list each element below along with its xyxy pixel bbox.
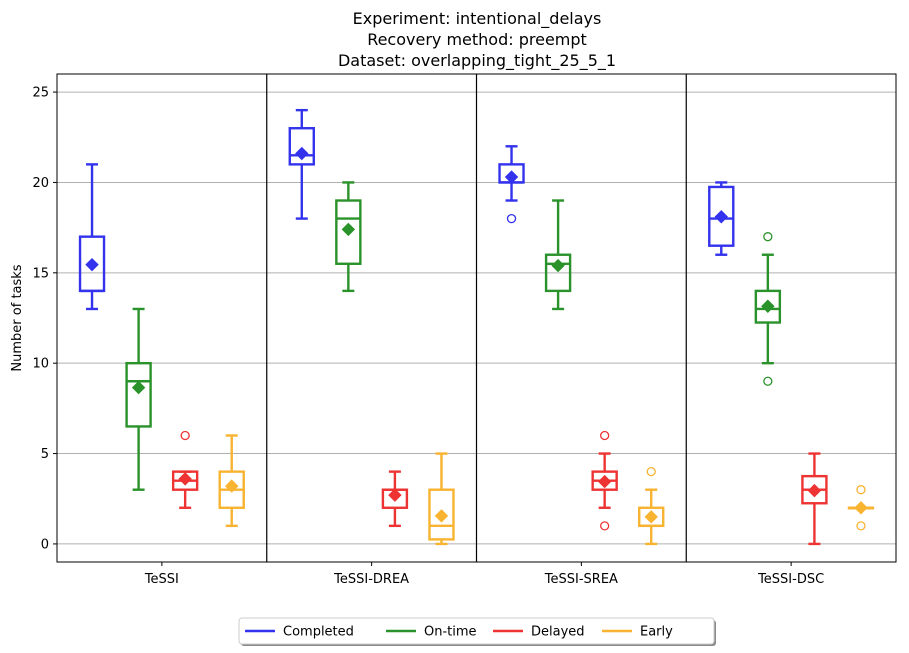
box-iqr (125, 361, 152, 428)
mean-marker (295, 146, 309, 161)
x-tick-label: TeSSI-DREA (333, 572, 409, 587)
box-early-3 (847, 485, 875, 531)
box-completed-1 (288, 108, 315, 220)
outlier-point (646, 466, 656, 477)
legend-label: On-time (424, 625, 477, 640)
mean-marker (434, 509, 449, 523)
box-delayed-1 (381, 470, 409, 528)
outlier-point (856, 521, 866, 531)
x-tick-label: TeSSI-SREA (544, 572, 618, 587)
mean-marker (714, 210, 728, 224)
mean-marker (131, 380, 146, 395)
title-line-1: Experiment: intentional_delays (353, 9, 602, 29)
title-line-3: Dataset: overlapping_tight_25_5_1 (338, 51, 616, 71)
box-completed-3 (708, 181, 735, 256)
outlier-point (600, 521, 610, 531)
box-delayed-2 (591, 430, 618, 531)
title-line-2: Recovery method: preempt (367, 30, 587, 49)
box-iqr (428, 488, 455, 541)
legend-box (238, 617, 715, 645)
y-tick-label: 10 (32, 357, 49, 372)
outlier-point (763, 232, 773, 242)
outlier-point (600, 430, 610, 441)
outlier-point (506, 213, 517, 224)
mean-marker (225, 479, 239, 493)
box-delayed-3 (801, 452, 828, 546)
box-iqr (544, 253, 572, 293)
box-early-2 (638, 466, 665, 546)
outlier-point (763, 376, 773, 386)
outlier-point (180, 430, 190, 441)
legend-label: Delayed (531, 625, 585, 640)
box-completed-2 (498, 145, 525, 224)
box-iqr (708, 185, 735, 247)
legend: Completed On-time Delayed Early (238, 617, 716, 646)
x-tick-label: TeSSI-DSC (757, 572, 824, 587)
y-tick-label: 20 (32, 176, 49, 191)
y-axis-label: Number of tasks (10, 264, 25, 371)
mean-marker (551, 258, 565, 273)
x-tick-label: TeSSI (144, 572, 179, 587)
y-tick-label: 0 (41, 537, 49, 552)
box-on-time-3 (754, 232, 782, 386)
mean-marker (597, 474, 612, 489)
mean-marker (341, 222, 356, 237)
x-axis-ticks: TeSSI TeSSI-DREA TeSSI-SREA TeSSI-DSC (144, 562, 824, 587)
box-on-time-2 (544, 199, 572, 311)
mean-marker (85, 257, 99, 272)
chart-title: Experiment: intentional_delays Recovery … (338, 9, 616, 71)
box-iqr (288, 127, 315, 166)
mean-marker (504, 170, 519, 184)
mean-marker (388, 488, 402, 502)
box-iqr (754, 289, 782, 324)
mean-marker (761, 299, 775, 313)
box-early-1 (428, 452, 455, 546)
plot-frame (56, 73, 897, 563)
box-plots (78, 108, 875, 546)
box-on-time-0 (125, 307, 152, 491)
mean-marker (644, 510, 658, 524)
y-tick-label: 25 (32, 86, 49, 101)
box-on-time-1 (335, 181, 362, 293)
mean-marker (807, 483, 822, 498)
legend-label: Completed (283, 625, 354, 640)
box-delayed-0 (171, 430, 199, 509)
group-dividers (266, 74, 687, 562)
box-iqr (335, 199, 362, 265)
outlier-point (856, 485, 866, 495)
mean-marker (854, 501, 868, 515)
legend-label: Early (640, 625, 673, 640)
box-completed-0 (78, 163, 106, 311)
box-early-0 (218, 434, 245, 528)
y-axis-ticks: 0 5 10 15 20 25 (32, 86, 57, 552)
mean-marker (178, 472, 192, 486)
y-tick-label: 5 (41, 447, 49, 462)
y-tick-label: 15 (32, 266, 49, 281)
